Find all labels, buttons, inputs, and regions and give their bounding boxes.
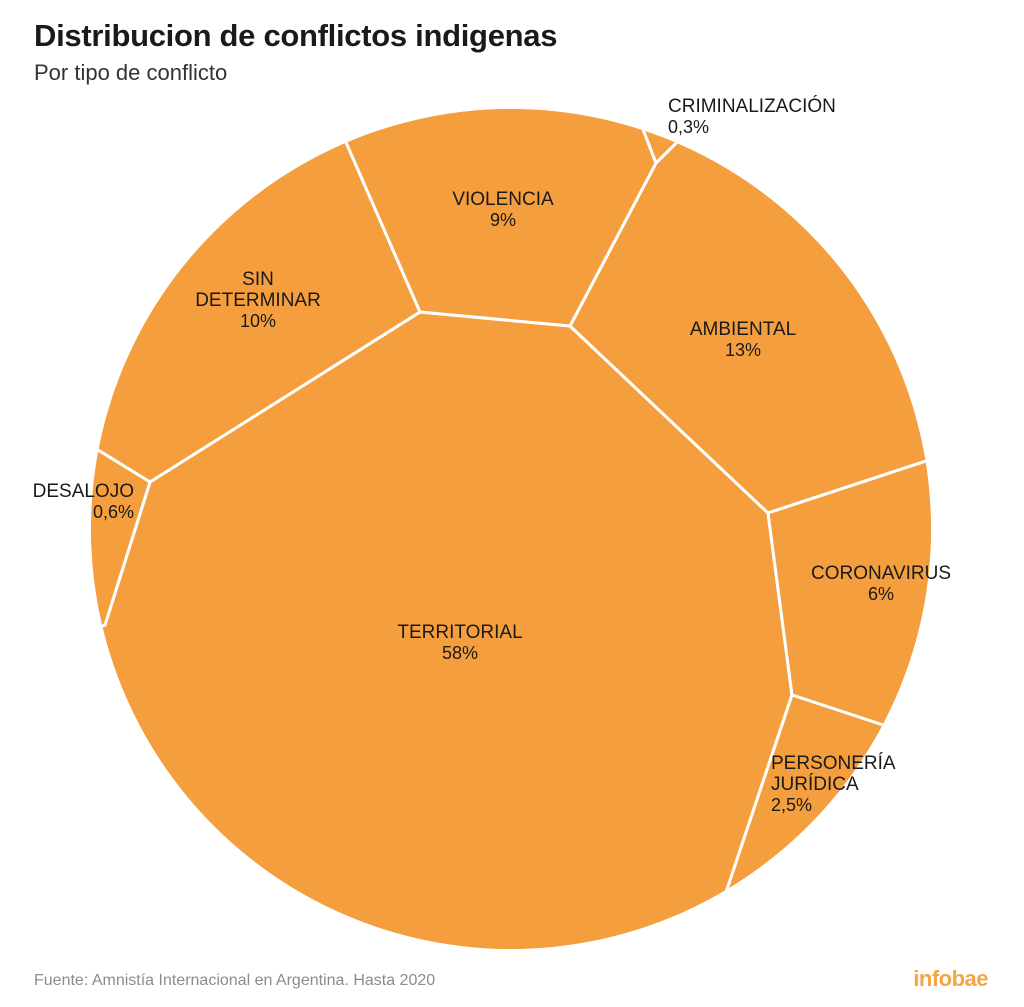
cell-desalojo: [91, 438, 152, 652]
value-sin-determinar: 10%: [240, 311, 276, 331]
label-sin-determinar-line-1: SIN: [242, 269, 274, 290]
chart-subtitle: Por tipo de conflicto: [34, 60, 228, 85]
source-note: Fuente: Amnistía Internacional en Argent…: [34, 972, 436, 989]
label-territorial: TERRITORIAL: [397, 622, 522, 643]
value-ambiental: 13%: [725, 340, 761, 360]
chart-title: Distribucion de conflictos indigenas: [34, 18, 558, 53]
label-sin-determinar-line-2: DETERMINAR: [195, 290, 321, 311]
label-coronavirus: CORONAVIRUS: [811, 563, 951, 584]
value-criminalizacion: 0,3%: [668, 117, 709, 137]
value-territorial: 58%: [442, 643, 478, 663]
label-ambiental: AMBIENTAL: [690, 319, 796, 340]
brand-logo: infobae: [913, 966, 988, 991]
label-personeria-juridica-line-2: JURÍDICA: [771, 774, 859, 795]
cell-coronavirus: [766, 438, 931, 762]
value-desalojo: 0,6%: [93, 502, 134, 522]
value-coronavirus: 6%: [868, 584, 894, 604]
value-personeria-juridica: 2,5%: [771, 795, 812, 815]
value-violencia: 9%: [490, 210, 516, 230]
label-violencia: VIOLENCIA: [452, 189, 554, 210]
label-criminalizacion: CRIMINALIZACIÓN: [668, 95, 836, 117]
label-desalojo: DESALOJO: [33, 481, 134, 502]
label-personeria-juridica-line-1: PERSONERÍA: [771, 753, 896, 774]
